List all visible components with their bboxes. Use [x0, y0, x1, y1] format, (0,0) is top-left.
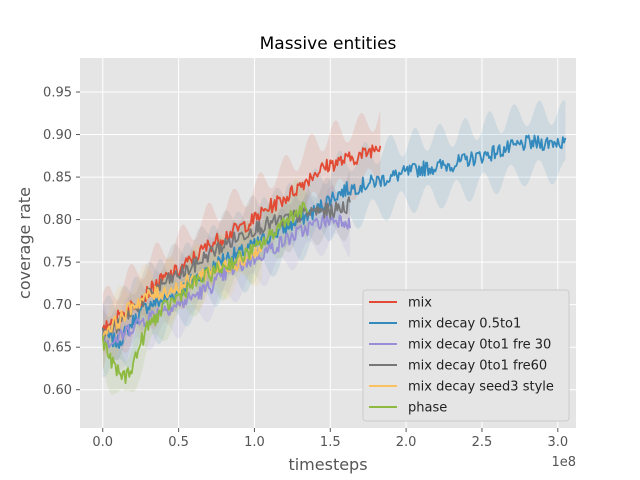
legend-label: mix decay 0.5to1 — [408, 317, 521, 332]
x-tick-label: 3.0 — [547, 435, 568, 450]
chart-title: Massive entities — [260, 34, 397, 54]
x-axis-ticks: 0.0 0.5 1.0 1.5 2.0 2.5 3.0 — [92, 428, 568, 450]
legend: mix mix decay 0.5to1 mix decay 0to1 fre 30… — [362, 289, 570, 422]
x-tick-label: 0.5 — [168, 435, 189, 450]
y-tick-label: 0.75 — [43, 256, 72, 271]
x-tick-label: 1.5 — [320, 435, 341, 450]
legend-label: mix decay seed3 style — [408, 380, 554, 395]
y-tick-label: 0.70 — [43, 298, 72, 313]
legend-label: mix — [408, 296, 432, 311]
y-axis-label: coverage rate — [15, 187, 34, 299]
x-tick-label: 1.0 — [244, 435, 265, 450]
y-tick-label: 0.90 — [43, 128, 72, 143]
legend-label: mix decay 0to1 fre 30 — [408, 338, 551, 353]
legend-label: mix decay 0to1 fre60 — [408, 359, 547, 374]
series-lines — [101, 134, 567, 384]
y-tick-label: 0.85 — [43, 171, 72, 186]
legend-box — [362, 289, 570, 422]
legend-entries: mix mix decay 0.5to1 mix decay 0to1 fre 30… — [369, 296, 554, 416]
x-tick-label: 2.5 — [472, 435, 493, 450]
y-tick-label: 0.65 — [43, 341, 72, 356]
series-line — [101, 201, 309, 384]
x-axis-label: timesteps — [288, 455, 367, 474]
x-axis-scale-label: 1e8 — [551, 455, 576, 470]
series-line — [101, 245, 263, 342]
legend-label: phase — [408, 401, 447, 416]
y-axis-ticks: 0.60 0.65 0.70 0.75 0.80 0.85 0.90 0.95 — [43, 86, 80, 398]
y-tick-label: 0.95 — [43, 86, 72, 101]
y-tick-label: 0.80 — [43, 213, 72, 228]
x-tick-label: 2.0 — [396, 435, 417, 450]
x-tick-label: 0.0 — [92, 435, 113, 450]
y-tick-label: 0.60 — [43, 383, 72, 398]
